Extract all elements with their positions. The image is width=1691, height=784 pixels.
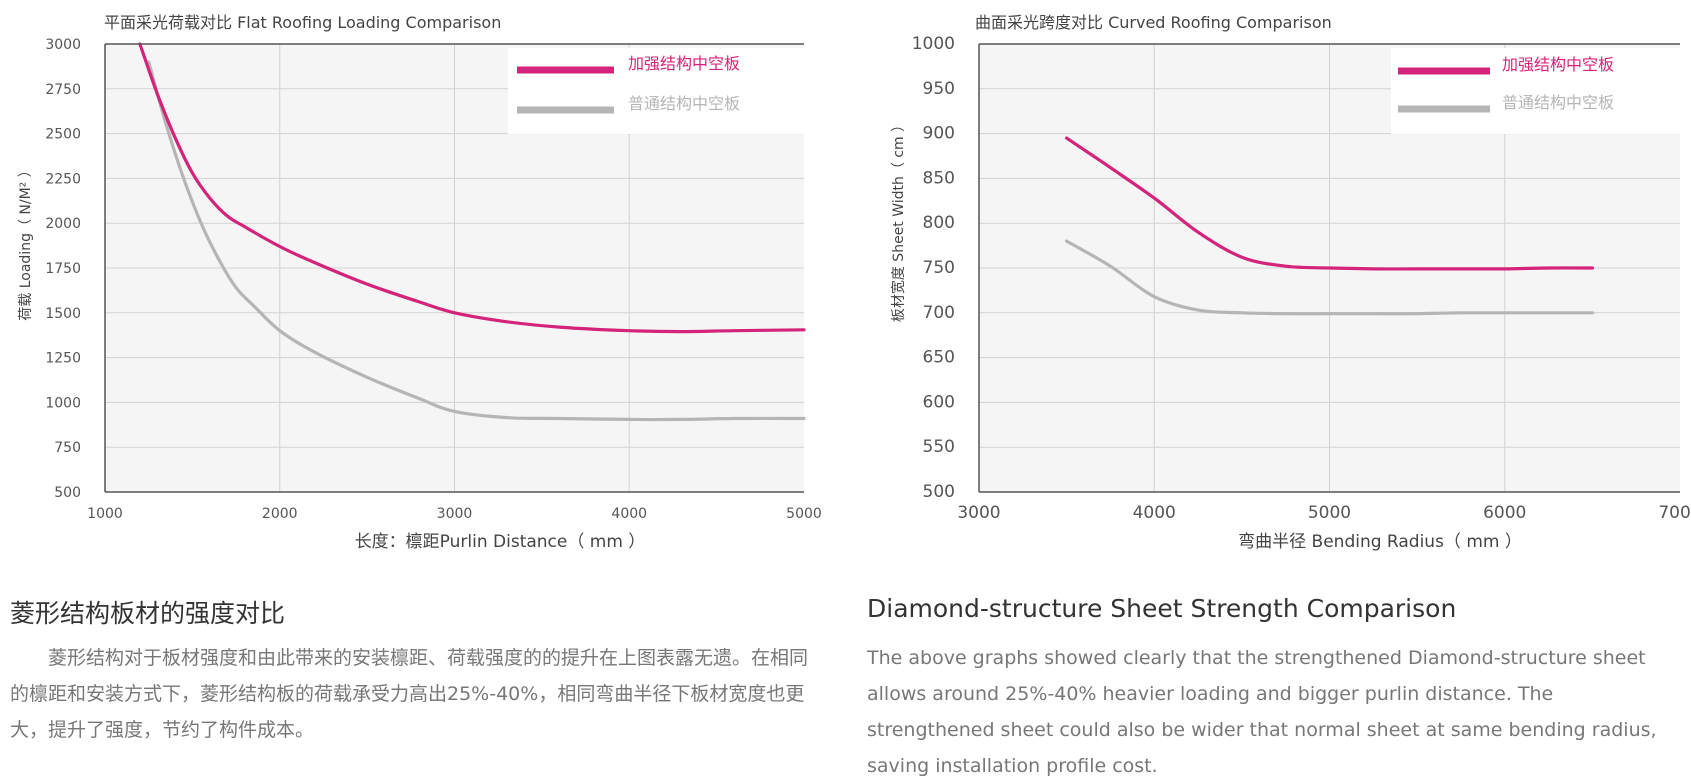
y-tick-label: 2500 bbox=[45, 127, 81, 143]
chart-title: 曲面采光跨度对比 Curved Roofing Comparison bbox=[975, 13, 1332, 32]
y-tick-label: 500 bbox=[54, 485, 81, 501]
x-tick-label: 5000 bbox=[1308, 503, 1351, 523]
tick-labels: 500 550 600 650 700 750 800 850 900 950 1000 3000 40… bbox=[912, 34, 1691, 523]
axes bbox=[104, 43, 804, 493]
y-tick-label: 2750 bbox=[45, 82, 81, 98]
legend-background bbox=[1391, 48, 1680, 134]
x-tick-label: 3000 bbox=[437, 506, 473, 522]
tick-labels: 500 750 1000 1250 1500 1750 2000 2250 2500 2750 30… bbox=[45, 37, 821, 522]
legend-label: 加强结构中空板 bbox=[628, 54, 740, 73]
series-line-normal bbox=[1065, 239, 1594, 316]
series-group bbox=[1065, 136, 1594, 316]
x-tick-label: 7000 bbox=[1658, 503, 1691, 523]
legend-background bbox=[508, 48, 822, 134]
y-tick-label: 550 bbox=[923, 437, 955, 457]
y-tick-label: 600 bbox=[923, 392, 955, 412]
x-tick-label: 2000 bbox=[262, 506, 298, 522]
y-tick-label: 700 bbox=[923, 303, 955, 323]
x-tick-label: 4000 bbox=[611, 506, 647, 522]
x-tick-label: 4000 bbox=[1133, 503, 1176, 523]
legend-box bbox=[1391, 48, 1680, 134]
y-tick-label: 650 bbox=[923, 348, 955, 368]
series-group bbox=[138, 42, 806, 422]
y-tick-label: 1500 bbox=[45, 306, 81, 322]
cn-section-title: 菱形结构板材的强度对比 bbox=[10, 599, 286, 628]
y-tick-label: 900 bbox=[923, 124, 955, 144]
gridlines bbox=[979, 43, 1680, 492]
y-tick-label: 950 bbox=[923, 79, 955, 99]
series-line-normal bbox=[147, 60, 806, 422]
series-line-strengthened bbox=[1065, 136, 1594, 271]
y-tick-label: 500 bbox=[923, 482, 955, 502]
y-tick-label: 2000 bbox=[45, 216, 81, 232]
y-tick-label: 1750 bbox=[45, 261, 81, 277]
y-tick-label: 750 bbox=[923, 258, 955, 278]
en-section-body: The above graphs showed clearly that the… bbox=[867, 647, 1657, 777]
x-tick-label: 3000 bbox=[957, 503, 1000, 523]
x-tick-label: 6000 bbox=[1483, 503, 1526, 523]
y-tick-label: 3000 bbox=[45, 37, 81, 53]
y-axis-label: 板材宽度 Sheet Width（ cm ） bbox=[890, 118, 907, 322]
legend-label: 加强结构中空板 bbox=[1502, 55, 1614, 74]
series-line-strengthened bbox=[138, 42, 806, 334]
y-axis-label: 荷载 Loading（ N/M² ） bbox=[18, 163, 34, 320]
y-tick-label: 750 bbox=[54, 440, 81, 456]
y-tick-label: 1000 bbox=[45, 395, 81, 411]
chart-title: 平面采光荷载对比 Flat Roofing Loading Comparison bbox=[104, 13, 501, 32]
legend-label: 普通结构中空板 bbox=[628, 94, 740, 113]
en-section-title: Diamond-structure Sheet Strength Compari… bbox=[867, 594, 1457, 623]
y-tick-label: 2250 bbox=[45, 171, 81, 187]
x-axis-label: 弯曲半径 Bending Radius（ mm ） bbox=[1238, 532, 1522, 552]
y-tick-label: 850 bbox=[923, 168, 955, 188]
axes bbox=[978, 43, 1680, 493]
cn-section-body: 菱形结构对于板材强度和由此带来的安装檩距、荷载强度的的提升在上图表露无遗。在相同… bbox=[10, 647, 809, 741]
x-tick-label: 1000 bbox=[87, 506, 123, 522]
legend-box bbox=[508, 48, 822, 134]
legend-label: 普通结构中空板 bbox=[1502, 93, 1614, 112]
x-axis-label: 长度：檩距Purlin Distance（ mm ） bbox=[355, 532, 646, 552]
x-tick-label: 5000 bbox=[786, 506, 822, 522]
y-tick-label: 1000 bbox=[912, 34, 955, 54]
y-tick-label: 1250 bbox=[45, 351, 81, 367]
y-tick-label: 800 bbox=[923, 213, 955, 233]
